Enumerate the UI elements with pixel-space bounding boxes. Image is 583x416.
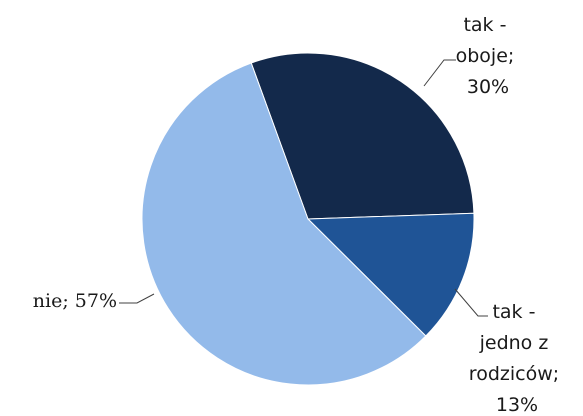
leader-line-nie [119, 293, 155, 304]
leader-line-jedno [454, 288, 488, 317]
data-label-nie-line-1: nie; 57% [33, 290, 117, 312]
data-label-oboje-line-2: oboje; [456, 45, 515, 67]
slice-tak-jedno-z-rodzicow [306, 212, 475, 337]
leader-line-oboje [423, 59, 456, 87]
pie-slices [141, 52, 475, 386]
data-label-jedno-line-1: tak - [492, 301, 535, 323]
data-label-oboje-line-3: 30% [467, 76, 509, 98]
data-label-nie: nie; 57% [33, 290, 117, 312]
data-label-jedno-line-3: rodziców; [469, 363, 559, 385]
slice-tak-oboje [250, 52, 475, 220]
data-label-oboje-line-1: tak - [463, 14, 506, 36]
data-label-jedno: tak - jedno z rodziców; 13% [469, 301, 565, 416]
slice-nie [141, 62, 427, 386]
data-label-jedno-line-2: jedno z [479, 332, 549, 354]
data-label-oboje: tak - oboje; 30% [456, 14, 521, 98]
data-label-jedno-line-4: 13% [496, 394, 538, 416]
